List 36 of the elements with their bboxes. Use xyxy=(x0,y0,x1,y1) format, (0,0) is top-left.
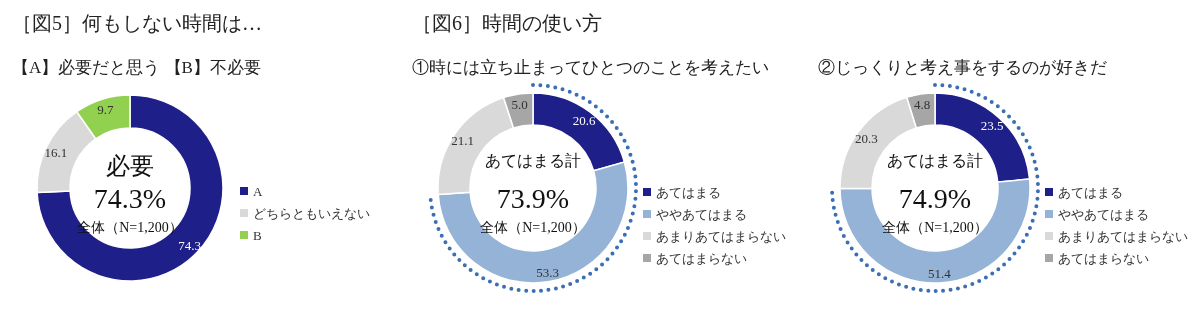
legend-label: あまりあてはまらない xyxy=(656,229,786,244)
text: 74.9% xyxy=(898,183,972,214)
chart-title: ［図6］時間の使い方 xyxy=(412,12,602,34)
data-label: 4.8 xyxy=(914,96,931,112)
legend-label: あてはまらない xyxy=(1058,251,1149,266)
data-label: 16.1 xyxy=(44,144,68,160)
text: あてはまる計 xyxy=(485,152,581,169)
legend-label: あまりあてはまらない xyxy=(1058,229,1188,244)
legend-label: あてはまる xyxy=(656,185,721,200)
data-label: 51.4 xyxy=(927,265,952,281)
chart-subtitle: ②じっくりと考え事をするのが好きだ xyxy=(818,58,1107,77)
data-label: 23.5 xyxy=(980,118,1004,134)
data-label: 21.1 xyxy=(451,133,474,149)
legend-label: あてはまらない xyxy=(656,251,747,266)
legend-label: ややあてはまる xyxy=(1058,207,1149,222)
data-label: 20.6 xyxy=(572,113,597,129)
text: 必要 xyxy=(106,153,154,179)
data-label: 5.0 xyxy=(511,97,528,113)
chart-subtitle: ①時には立ち止まってひとつのことを考えたい xyxy=(412,58,769,77)
text: 全体（N=1,200） xyxy=(480,220,586,235)
legend-label: ややあてはまる xyxy=(656,207,747,222)
text: 全体（N=1,200） xyxy=(77,220,183,235)
text: 74.3% xyxy=(93,183,167,214)
data-label: 74.3 xyxy=(178,237,202,253)
chart-subtitle: 【A】必要だと思う 【B】不必要 xyxy=(12,58,261,77)
text: あてはまる計 xyxy=(887,152,983,169)
text: 全体（N=1,200） xyxy=(882,220,988,235)
data-label: 9.7 xyxy=(97,102,114,118)
legend-label: あてはまる xyxy=(1058,185,1123,200)
chart-title: ［図5］何もしない時間は… xyxy=(12,12,262,34)
legend-label: どちらともいえない xyxy=(253,206,370,221)
legend-label: A xyxy=(253,184,263,199)
legend-label: B xyxy=(253,228,262,243)
data-label: 20.3 xyxy=(855,130,878,146)
text: 73.9% xyxy=(496,183,570,214)
data-label: 53.3 xyxy=(536,264,559,280)
